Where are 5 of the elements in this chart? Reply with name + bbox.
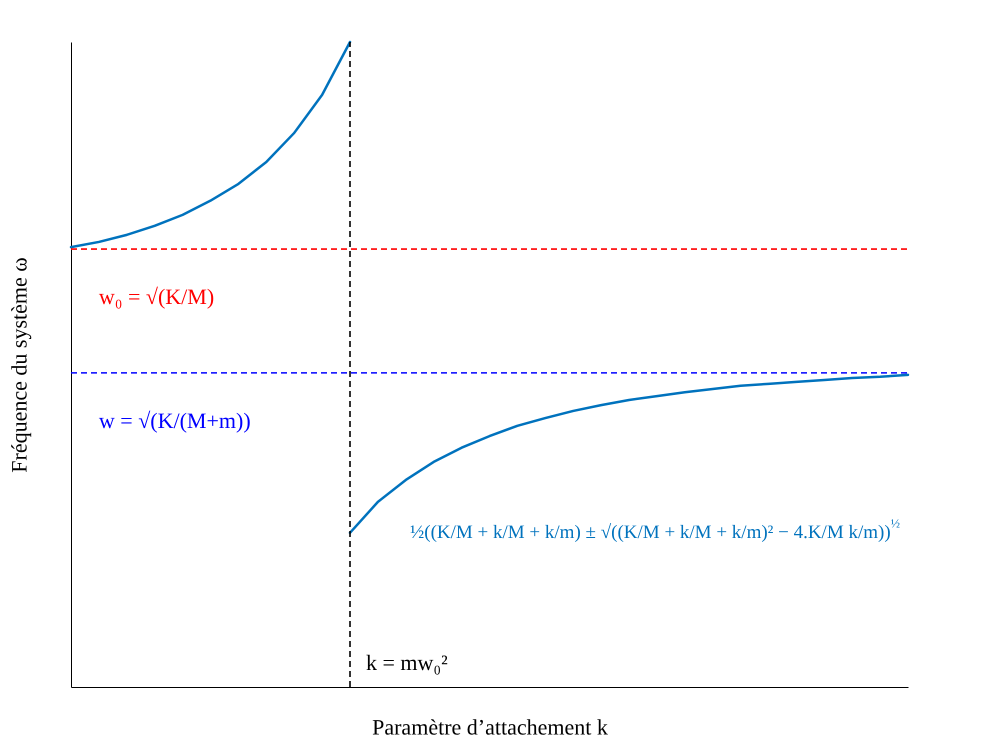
y-axis-title: Fréquence du système ω [6,257,32,473]
annotation: k = mw₀² [366,650,448,675]
x-axis-title: Paramètre d’attachement k [372,714,608,740]
ref-line-label: w₀ = √(K/M) [98,284,214,310]
ref-line-label: w = √(K/(M+m)) [98,408,251,433]
